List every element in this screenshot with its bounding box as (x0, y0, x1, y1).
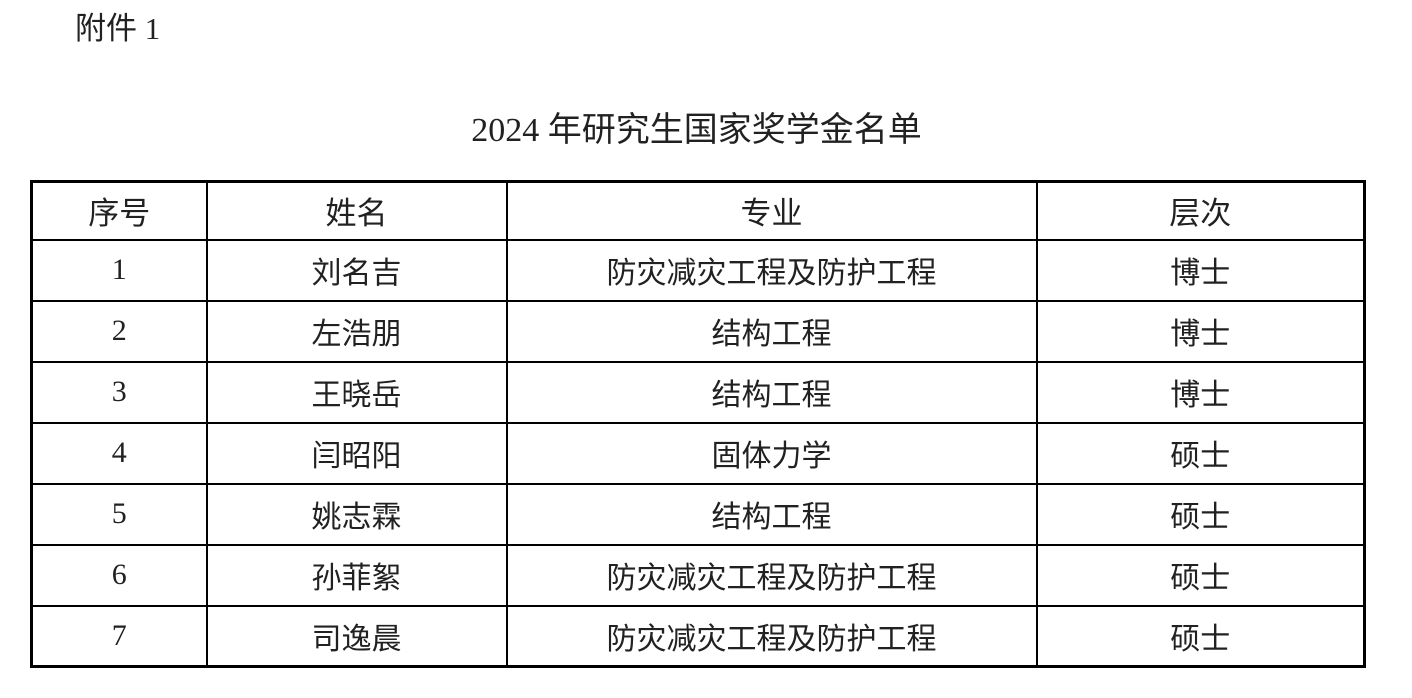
cell-serial: 3 (30, 360, 208, 424)
table-header-row: 序号 姓名 专业 层次 (30, 180, 1366, 241)
cell-name: 司逸晨 (205, 604, 508, 668)
column-header-serial: 序号 (30, 180, 208, 241)
cell-major: 结构工程 (505, 299, 1038, 363)
cell-major: 结构工程 (505, 360, 1038, 424)
cell-level: 硕士 (1035, 482, 1366, 546)
cell-name: 左浩朋 (205, 299, 508, 363)
table-row: 7 司逸晨 防灾减灾工程及防护工程 硕士 (30, 604, 1366, 668)
cell-level: 硕士 (1035, 543, 1366, 607)
cell-serial: 2 (30, 299, 208, 363)
cell-major: 防灾减灾工程及防护工程 (505, 543, 1038, 607)
cell-name: 闫昭阳 (205, 421, 508, 485)
table-row: 3 王晓岳 结构工程 博士 (30, 360, 1366, 424)
cell-major: 防灾减灾工程及防护工程 (505, 604, 1038, 668)
cell-serial: 6 (30, 543, 208, 607)
table-row: 5 姚志霖 结构工程 硕士 (30, 482, 1366, 546)
cell-serial: 1 (30, 238, 208, 302)
table-row: 4 闫昭阳 固体力学 硕士 (30, 421, 1366, 485)
cell-name: 刘名吉 (205, 238, 508, 302)
cell-name: 姚志霖 (205, 482, 508, 546)
cell-level: 博士 (1035, 360, 1366, 424)
cell-level: 博士 (1035, 299, 1366, 363)
column-header-name: 姓名 (205, 180, 508, 241)
table-row: 6 孙菲絮 防灾减灾工程及防护工程 硕士 (30, 543, 1366, 607)
cell-major: 防灾减灾工程及防护工程 (505, 238, 1038, 302)
page-title: 2024 年研究生国家奖学金名单 (471, 112, 922, 149)
cell-major: 结构工程 (505, 482, 1038, 546)
cell-serial: 7 (30, 604, 208, 668)
column-header-level: 层次 (1035, 180, 1366, 241)
attachment-label: 附件 1 (75, 11, 161, 46)
scholarship-table: 序号 姓名 专业 层次 1 刘名吉 防灾减灾工程及防护工程 博士 2 左浩朋 结… (30, 180, 1366, 668)
cell-serial: 5 (30, 482, 208, 546)
cell-serial: 4 (30, 421, 208, 485)
table-row: 2 左浩朋 结构工程 博士 (30, 299, 1366, 363)
cell-level: 硕士 (1035, 604, 1366, 668)
cell-major: 固体力学 (505, 421, 1038, 485)
table-row: 1 刘名吉 防灾减灾工程及防护工程 博士 (30, 238, 1366, 302)
cell-level: 博士 (1035, 238, 1366, 302)
cell-level: 硕士 (1035, 421, 1366, 485)
cell-name: 王晓岳 (205, 360, 508, 424)
cell-name: 孙菲絮 (205, 543, 508, 607)
column-header-major: 专业 (505, 180, 1038, 241)
